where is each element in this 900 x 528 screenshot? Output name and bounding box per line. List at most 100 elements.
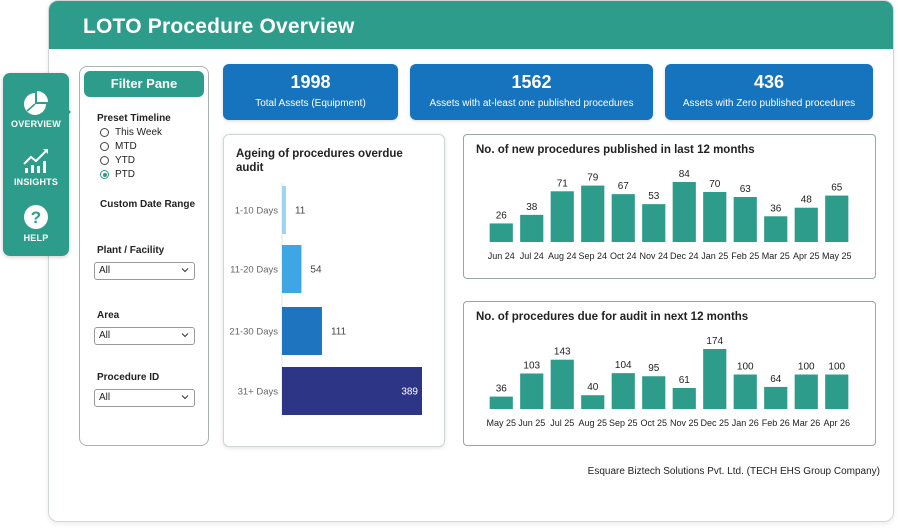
- published-bar[interactable]: [764, 216, 788, 242]
- ageing-tick-label: 21-30 Days: [229, 327, 278, 338]
- ageing-bar[interactable]: [282, 245, 302, 293]
- radio-ptd[interactable]: PTD: [100, 169, 135, 180]
- ageing-bar[interactable]: [282, 186, 286, 234]
- custom-date-range-button[interactable]: Custom Date Range: [100, 199, 196, 210]
- radio-button[interactable]: [100, 128, 109, 137]
- published-data-label: 48: [801, 195, 813, 206]
- published-bar[interactable]: [825, 195, 849, 242]
- published-tick-label: Mar 25: [762, 251, 790, 261]
- audit-bar[interactable]: [489, 396, 513, 409]
- kpi-value: 1562: [511, 72, 552, 92]
- audit-data-label: 100: [737, 362, 754, 373]
- published-data-label: 36: [770, 203, 782, 214]
- procedure-id-label: Procedure ID: [97, 372, 160, 383]
- audit-data-label: 100: [828, 362, 845, 373]
- published-tick-label: Nov 24: [639, 251, 668, 261]
- kpi-label: Assets with at-least one published proce…: [429, 98, 634, 109]
- audit-tick-label: Oct 25: [640, 418, 667, 428]
- audit-tick-label: Jan 26: [732, 418, 759, 428]
- audit-data-label: 174: [706, 336, 723, 347]
- audit-tick-label: Feb 26: [762, 418, 790, 428]
- published-bar[interactable]: [703, 192, 727, 242]
- ageing-data-label: 389: [401, 387, 418, 398]
- radio-label: This Week: [115, 127, 163, 138]
- radio-button[interactable]: [100, 142, 109, 151]
- radio-this-week[interactable]: This Week: [100, 127, 162, 138]
- published-tick-label: Dec 24: [670, 251, 699, 261]
- published-tick-label: May 25: [822, 251, 852, 261]
- ageing-bar[interactable]: [282, 307, 322, 355]
- published-bar[interactable]: [611, 194, 635, 242]
- radio-button-selected[interactable]: [100, 170, 109, 179]
- audit-bar[interactable]: [581, 395, 605, 409]
- published-tick-label: Jun 24: [488, 251, 515, 261]
- audit-chart-card: No. of procedures due for audit in next …: [463, 301, 876, 446]
- select-value: All: [99, 265, 111, 276]
- audit-data-label: 61: [679, 375, 691, 386]
- radio-mtd[interactable]: MTD: [100, 141, 137, 152]
- published-bar[interactable]: [672, 182, 696, 242]
- chevron-down-icon: [181, 268, 189, 273]
- preset-timeline-label: Preset Timeline: [97, 113, 171, 124]
- ageing-tick-label: 1-10 Days: [235, 206, 279, 217]
- chevron-down-icon: [181, 395, 189, 400]
- published-data-label: 53: [648, 191, 660, 202]
- audit-bar[interactable]: [550, 359, 574, 409]
- published-tick-label: Aug 24: [548, 251, 577, 261]
- radio-ytd[interactable]: YTD: [100, 155, 135, 166]
- published-bar[interactable]: [794, 207, 818, 242]
- pie-chart-icon: [24, 91, 48, 115]
- published-bar[interactable]: [550, 191, 574, 242]
- audit-bar[interactable]: [733, 374, 757, 409]
- published-data-label: 84: [679, 169, 691, 180]
- ageing-data-label: 11: [295, 206, 306, 217]
- published-data-label: 26: [496, 210, 508, 221]
- active-nav-indicator: [62, 103, 71, 121]
- published-bar[interactable]: [520, 214, 544, 242]
- published-tick-label: Jan 25: [701, 251, 728, 261]
- ageing-data-label: 111: [331, 327, 347, 338]
- audit-data-label: 95: [648, 363, 660, 374]
- audit-bar[interactable]: [794, 374, 818, 409]
- published-bar[interactable]: [489, 223, 513, 242]
- published-data-label: 65: [831, 183, 843, 194]
- nav-item-insights[interactable]: INSIGHTS: [3, 145, 69, 187]
- select-value: All: [99, 392, 111, 403]
- procedure-id-select[interactable]: All: [94, 389, 195, 407]
- audit-tick-label: Jul 25: [550, 418, 574, 428]
- area-select[interactable]: All: [94, 327, 195, 345]
- plant-facility-select[interactable]: All: [94, 262, 195, 280]
- audit-bar[interactable]: [825, 374, 849, 409]
- radio-button[interactable]: [100, 156, 109, 165]
- page-title: LOTO Procedure Overview: [83, 15, 355, 38]
- audit-bar[interactable]: [703, 349, 727, 409]
- kpi-value: 1998: [290, 72, 331, 92]
- nav-item-overview[interactable]: OVERVIEW: [3, 89, 69, 129]
- filter-pane: Filter Pane Preset Timeline This Week MT…: [79, 66, 209, 446]
- published-chart: 26 Jun 24 38 Jul 24 71 Aug 24 79 Sep 24 67 Oct 24…: [488, 169, 852, 261]
- nav-item-help[interactable]: ? HELP: [3, 203, 69, 243]
- audit-tick-label: Apr 26: [823, 418, 850, 428]
- published-data-label: 71: [557, 178, 569, 189]
- ageing-bar[interactable]: [282, 367, 422, 415]
- published-bar[interactable]: [733, 197, 757, 242]
- sidebar-nav: OVERVIEW INSIGHTS ? HELP: [3, 73, 69, 256]
- audit-bar[interactable]: [520, 373, 544, 409]
- audit-data-label: 40: [587, 382, 599, 393]
- audit-data-label: 100: [798, 362, 815, 373]
- audit-data-label: 143: [554, 347, 571, 358]
- published-bar[interactable]: [581, 185, 605, 242]
- audit-bar[interactable]: [672, 387, 696, 409]
- audit-bar[interactable]: [764, 386, 788, 409]
- filter-pane-title: Filter Pane: [84, 71, 204, 97]
- audit-tick-label: Dec 25: [700, 418, 729, 428]
- published-bar[interactable]: [642, 204, 666, 242]
- ageing-data-label: 54: [310, 265, 322, 276]
- kpi-total-assets: 1998 Total Assets (Equipment): [223, 64, 398, 120]
- radio-label: PTD: [115, 169, 135, 180]
- audit-bar[interactable]: [642, 376, 666, 409]
- audit-tick-label: Nov 25: [670, 418, 699, 428]
- chevron-down-icon: [181, 333, 189, 338]
- published-data-label: 63: [740, 184, 752, 195]
- audit-bar[interactable]: [611, 373, 635, 409]
